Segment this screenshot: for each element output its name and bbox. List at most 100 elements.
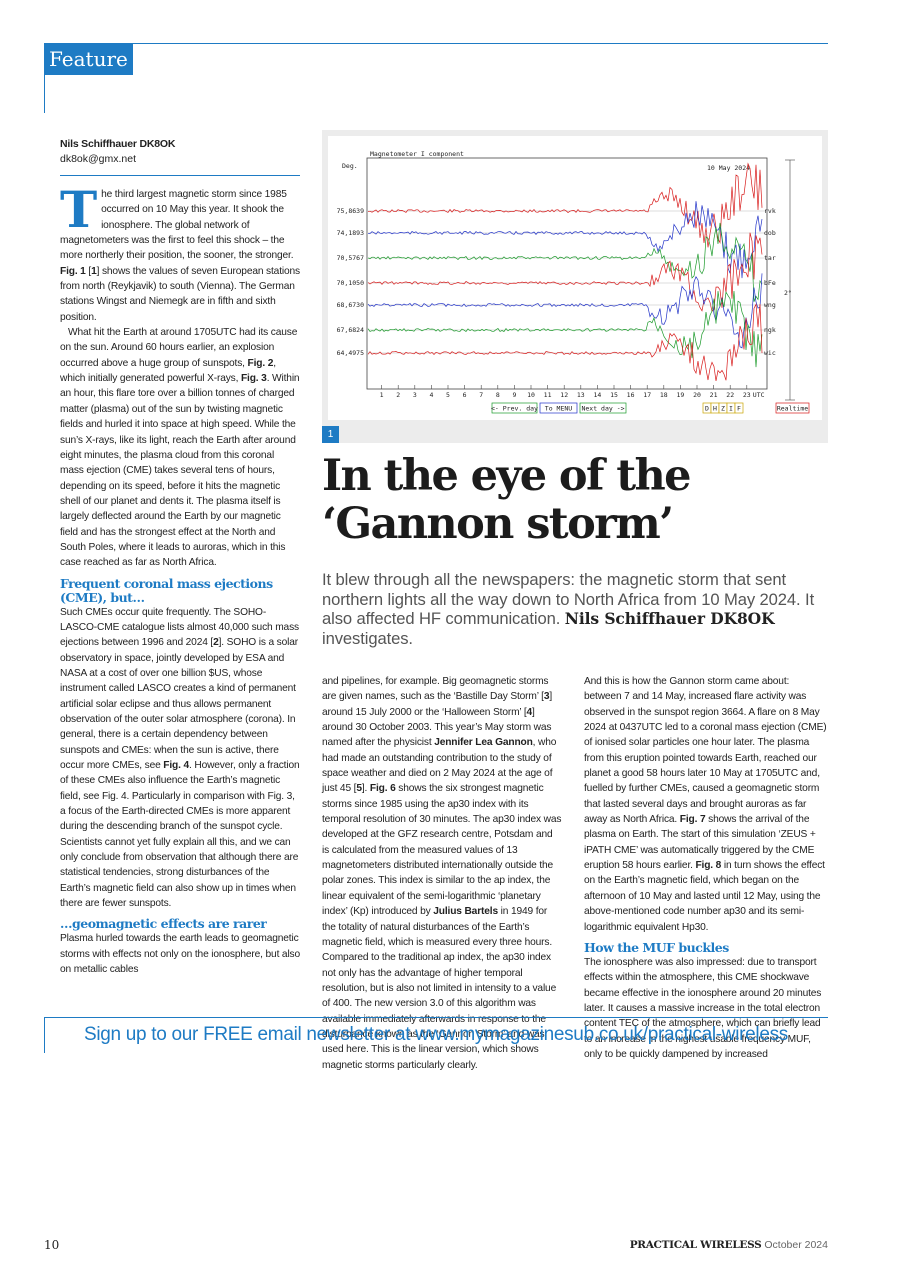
standfirst-text: It blew through all the newspapers: the … — [322, 570, 815, 628]
x-unit: UTC — [753, 391, 765, 399]
x-tick-label: 14 — [593, 391, 601, 399]
x-tick-label: 6 — [463, 391, 467, 399]
text-run: . However, only a fraction of these CMEs… — [60, 760, 300, 910]
bold-run: 5 — [356, 783, 362, 795]
byline: Nils Schiffhauer DK8OK — [564, 609, 775, 628]
bold-run: Jennifer Lea Gannon — [434, 737, 533, 749]
baseline-label: 64,4975 — [337, 349, 364, 357]
text-run: And this is how the Gannon storm came ab… — [584, 676, 827, 826]
subheading: Frequent coronal mass ejections (CME), b… — [60, 575, 273, 605]
text-run: What hit the Earth at around 1705UTC had… — [60, 327, 298, 369]
x-tick-label: 1 — [380, 391, 384, 399]
bold-run: Fig. 8 — [695, 860, 722, 872]
x-tick-label: 13 — [577, 391, 585, 399]
magazine-name: PRACTICAL WIRELESS — [629, 1239, 762, 1251]
text-run: ] around 30 October 2003. This year’s Ma… — [322, 706, 552, 749]
text-run: , who had made an outstanding contributi… — [322, 737, 557, 795]
newsletter-rule — [44, 1017, 828, 1018]
figure-badge: 1 — [322, 426, 339, 443]
page-number: 10 — [44, 1238, 60, 1252]
trace — [367, 290, 763, 368]
subheading: How the MUF buckles — [584, 939, 729, 955]
scale-label: 2° — [784, 289, 792, 297]
x-tick-label: 8 — [496, 391, 500, 399]
bold-run: Fig. 6 — [369, 783, 396, 795]
nav-button-label: <- Prev. day — [491, 405, 538, 413]
paragraph: and pipelines, for example. Big geomagne… — [322, 674, 562, 1073]
headline: In the eye of the ‘Gannon storm’ — [322, 451, 692, 549]
station-label: wic — [764, 349, 776, 357]
component-label: Z — [721, 405, 725, 413]
drop-cap: T — [60, 180, 98, 239]
text-run: and pipelines, for example. Big geomagne… — [322, 676, 549, 703]
x-tick-label: 10 — [527, 391, 535, 399]
header-rule — [44, 43, 828, 44]
x-tick-label: 17 — [643, 391, 651, 399]
standfirst: It blew through all the newspapers: the … — [322, 570, 832, 648]
x-tick-label: 16 — [627, 391, 635, 399]
bold-run: Fig. 2 — [247, 357, 274, 369]
chart-unit: Deg. — [342, 162, 358, 170]
nav-button — [491, 402, 538, 414]
column-right: And this is how the Gannon storm came ab… — [584, 674, 828, 1062]
paragraph: The ionosphere was also impressed: due t… — [584, 955, 828, 1062]
component-label: I — [729, 405, 733, 413]
chart-date: 10 May 2024 — [707, 164, 750, 172]
paragraph: Plasma hurled towards the earth leads to… — [60, 931, 300, 977]
chart-title: Magnetometer I component — [370, 150, 464, 158]
bold-run: 2 — [213, 637, 219, 649]
subheading: …geomagnetic effects are rarer — [60, 916, 267, 932]
text-run: shows the six strongest magnetic storms … — [322, 783, 562, 918]
bold-run: 4 — [526, 706, 533, 718]
component-box — [734, 402, 744, 414]
nav-button-label: To MENU — [545, 405, 572, 413]
x-tick-label: 19 — [676, 391, 684, 399]
author-name: Nils Schiffhauer DK8OK — [60, 138, 176, 150]
baseline-label: 70,1050 — [337, 279, 364, 287]
x-tick-label: 11 — [544, 391, 552, 399]
text-run: The ionosphere was also impressed: due t… — [584, 956, 822, 1060]
component-label: H — [713, 405, 717, 413]
trace — [367, 232, 763, 312]
component-label: D — [705, 405, 709, 413]
text-run: Plasma hurled towards the earth leads to… — [60, 933, 301, 976]
x-tick-label: 2 — [396, 391, 400, 399]
x-tick-label: 20 — [693, 391, 701, 399]
trace — [367, 201, 763, 279]
bold-run: 3 — [543, 691, 550, 703]
x-tick-label: 5 — [446, 391, 450, 399]
text-run: [ — [85, 265, 92, 277]
text-run: ]. SOHO is a solar observatory in space,… — [60, 637, 299, 772]
trace — [367, 222, 763, 302]
trace — [367, 303, 763, 381]
baseline-label: 70,5767 — [337, 254, 364, 262]
footer-right: PRACTICAL WIRELESS October 2024 — [630, 1239, 828, 1251]
bold-run: Julius Bartels — [433, 906, 498, 918]
realtime-box — [775, 402, 810, 414]
x-tick-label: 4 — [429, 391, 433, 399]
station-label: rvk — [764, 207, 776, 215]
x-tick-label: 22 — [726, 391, 734, 399]
header-side-rule — [44, 43, 45, 113]
paragraph: What hit the Earth at around 1705UTC had… — [60, 325, 300, 571]
station-label: tar — [764, 254, 776, 262]
text-run: in 1949 for the totality of natural dist… — [322, 906, 557, 1071]
x-tick-label: 23 — [743, 391, 751, 399]
figure-chart: Magnetometer I component Deg. 10 May 2024 7… — [328, 136, 822, 420]
x-tick-label: 12 — [560, 391, 568, 399]
realtime-label: Realtime — [777, 405, 808, 413]
byline-end: investigates. — [322, 628, 413, 648]
text-run: Such CMEs occur quite frequently. The SO… — [60, 606, 299, 649]
bold-run: Fig. 1 — [60, 265, 86, 277]
text-run: in turn shows the effect on the Earth’s … — [584, 860, 825, 933]
text-run: ] shows the values of seven European sta… — [60, 265, 300, 323]
station-label: dob — [764, 229, 776, 237]
bold-run: 1 — [91, 265, 97, 277]
x-tick-label: 18 — [660, 391, 668, 399]
newsletter-side — [44, 1017, 45, 1053]
bold-run: Fig. 4 — [163, 760, 189, 772]
